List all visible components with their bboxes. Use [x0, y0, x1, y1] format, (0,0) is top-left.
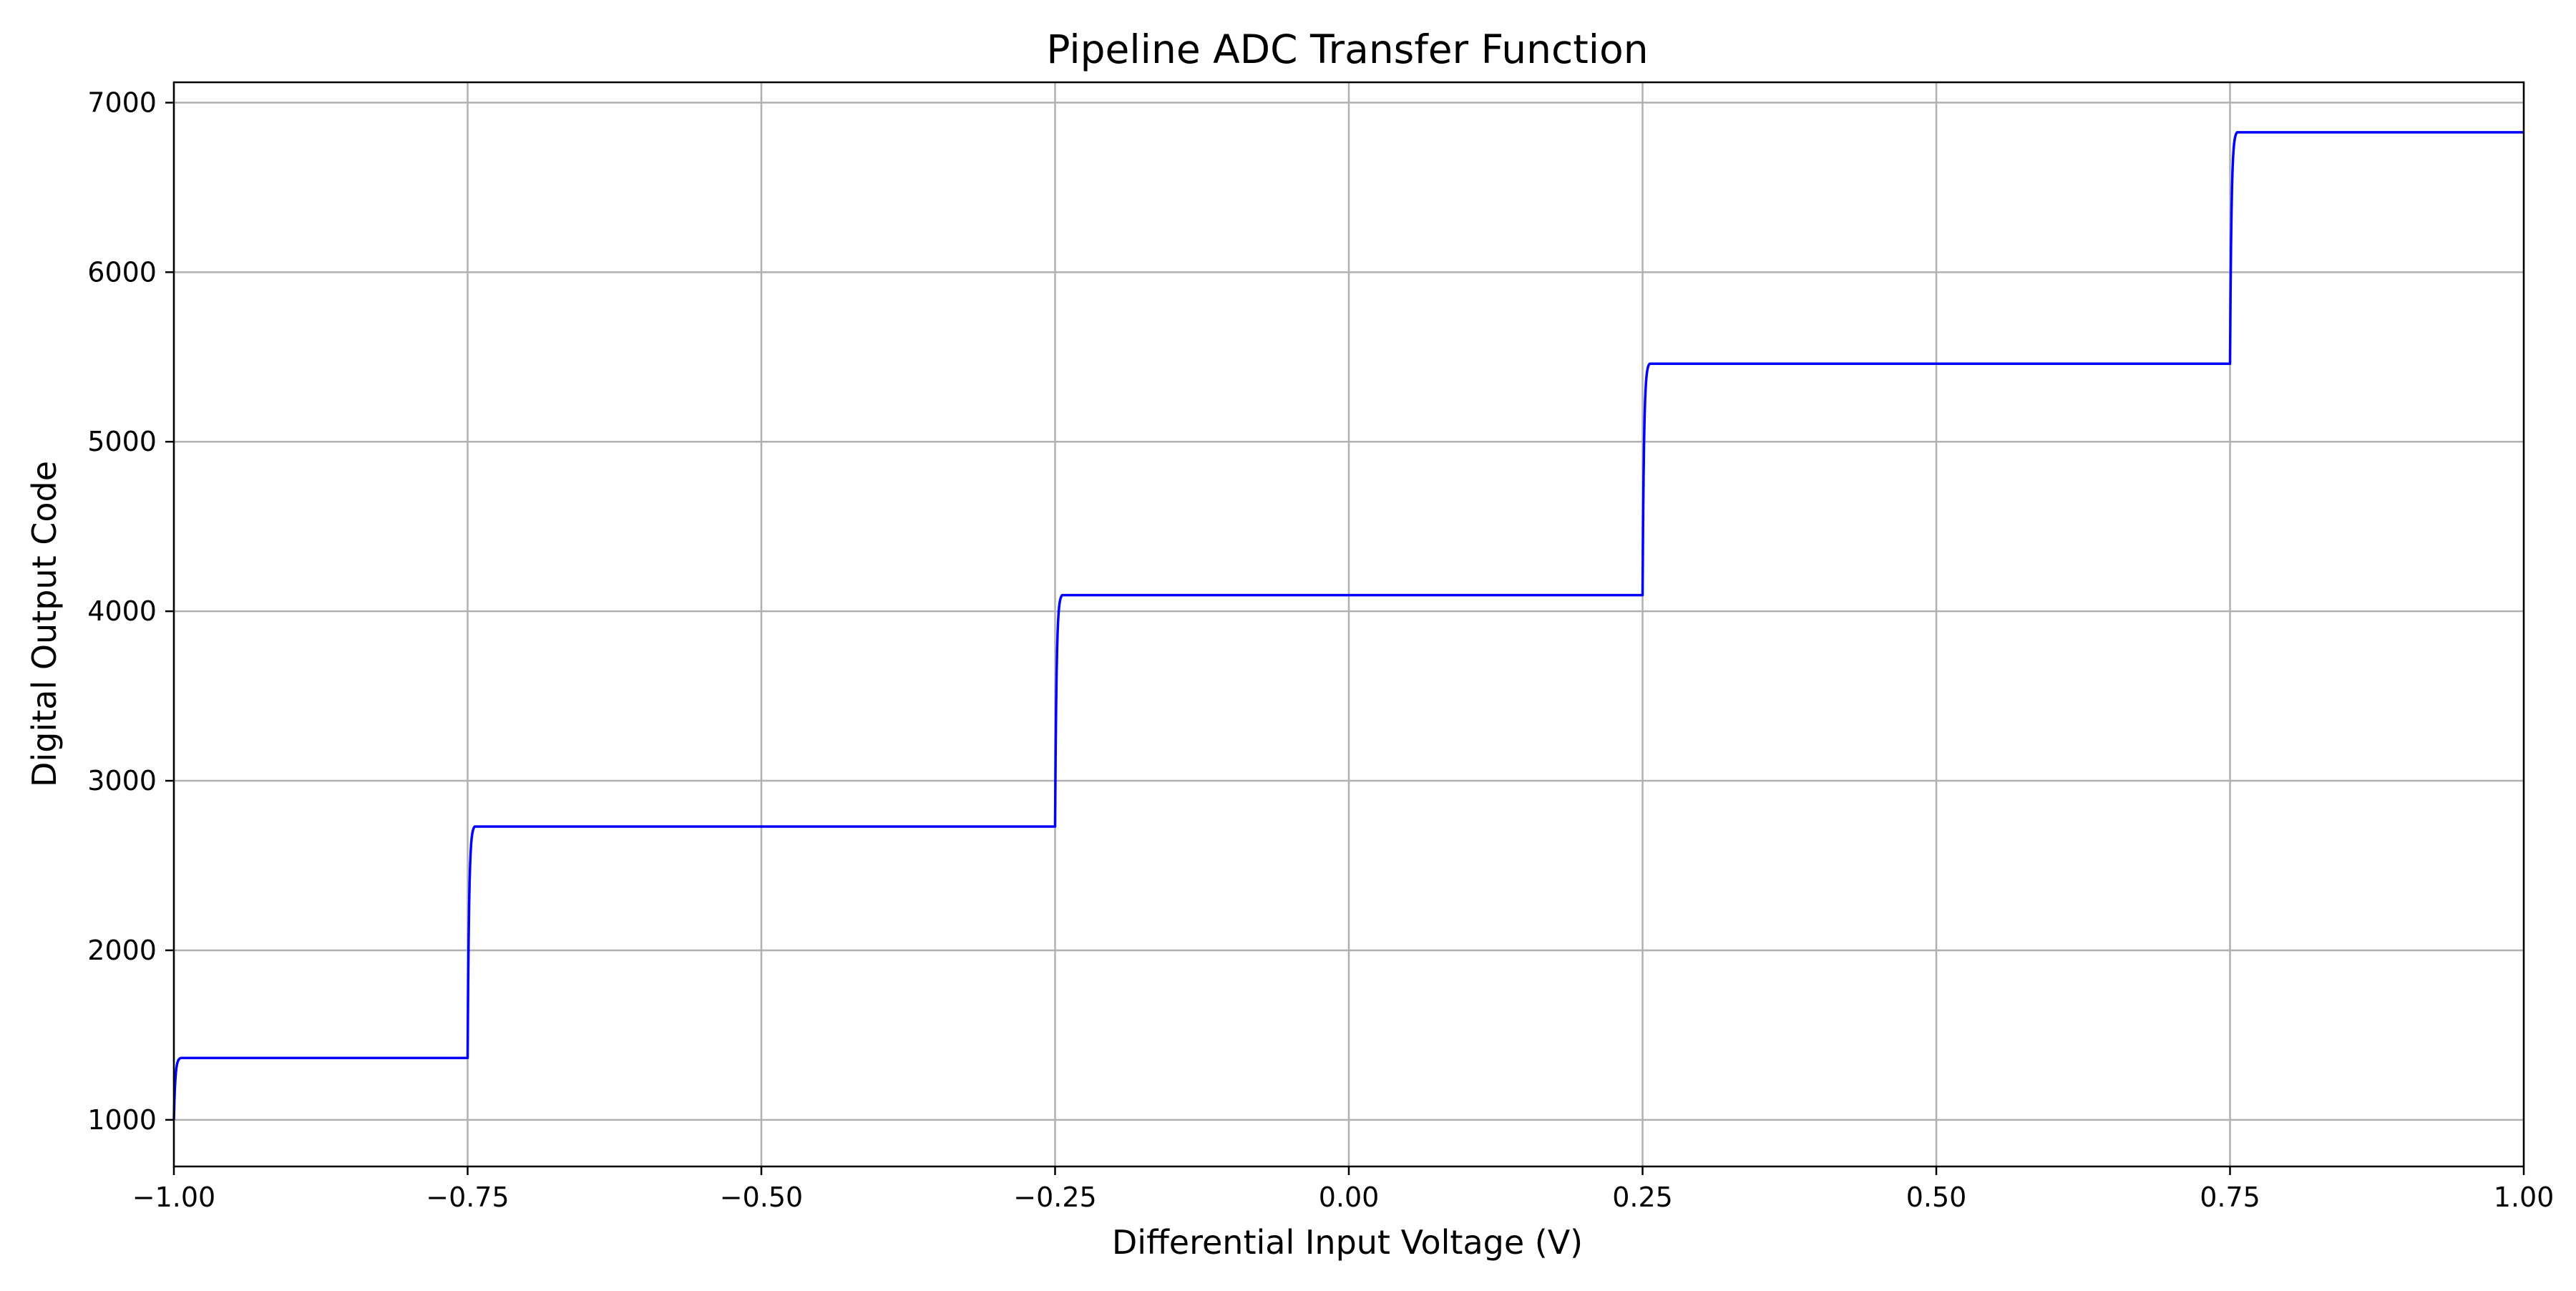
y-tick-label: 3000 — [87, 765, 157, 796]
y-tick-label: 5000 — [87, 426, 157, 457]
x-tick-label: 0.25 — [1612, 1182, 1673, 1213]
x-tick-label: 1.00 — [2494, 1182, 2555, 1213]
x-tick-label: −1.00 — [132, 1182, 215, 1213]
y-tick-label: 2000 — [87, 935, 157, 966]
y-tick-label: 1000 — [87, 1104, 157, 1136]
x-tick-label: −0.25 — [1013, 1182, 1096, 1213]
x-axis-title: Differential Input Voltage (V) — [1112, 1223, 1583, 1262]
x-tick-label: 0.00 — [1319, 1182, 1380, 1213]
chart-title: Pipeline ADC Transfer Function — [1046, 26, 1648, 72]
y-axis-title: Digital Output Code — [25, 461, 64, 787]
x-tick-label: 0.50 — [1906, 1182, 1967, 1213]
transfer-function-line — [172, 131, 2524, 1120]
grid-layer — [172, 82, 2525, 1166]
y-tick-label: 4000 — [87, 595, 157, 627]
y-tick-label: 6000 — [87, 256, 157, 288]
data-layer — [172, 131, 2524, 1120]
x-tick-label: −0.50 — [720, 1182, 803, 1213]
x-tick-label: −0.75 — [426, 1182, 509, 1213]
tick-layer: −1.00 −0.75 −0.50 −0.25 0.00 0.25 0.50 0.75 1.00… — [87, 87, 2554, 1213]
y-tick-label: 7000 — [87, 87, 157, 118]
x-tick-label: 0.75 — [2200, 1182, 2260, 1213]
